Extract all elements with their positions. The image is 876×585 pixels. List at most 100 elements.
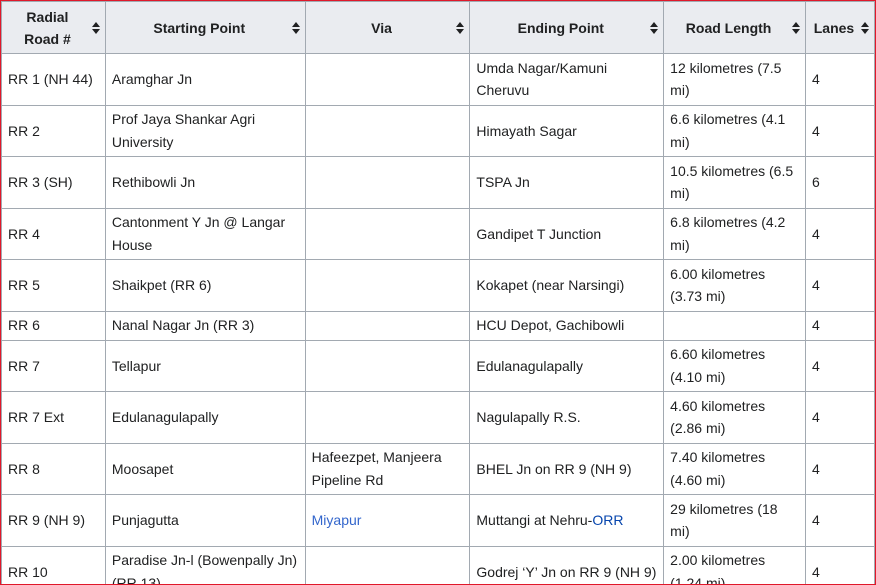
cell-end: Kokapet (near Narsingi): [469, 259, 665, 312]
cell-length: 6.60 kilometres (4.10 mi): [663, 339, 806, 392]
column-header-label: Starting Point: [153, 19, 246, 36]
cell-road: RR 9 (NH 9): [1, 494, 106, 547]
cell-start: Aramghar Jn: [104, 53, 306, 106]
cell-end: Umda Nagar/Kamuni Cheruvu: [469, 53, 665, 106]
cell-via: [304, 53, 471, 106]
cell-length: 12 kilometres (7.5 mi): [663, 53, 806, 106]
column-header-label: Lanes: [813, 19, 855, 36]
cell-end: Gandipet T Junction: [469, 207, 665, 260]
cell-lanes: 4: [804, 442, 875, 495]
header-row: Radial Road # Starting Point Via Ending …: [1, 1, 875, 54]
cell-end: Nagulapally R.S.: [469, 391, 665, 444]
column-header-starting-point[interactable]: Starting Point: [104, 1, 306, 54]
cell-end: Edulanagulapally: [469, 339, 665, 392]
sort-arrows-icon[interactable]: [791, 21, 800, 34]
cell-start: Paradise Jn-l (Bowenpally Jn) (RR 13): [104, 545, 306, 584]
cell-end: Himayath Sagar: [469, 104, 665, 157]
column-header-label: Radial: [26, 8, 69, 25]
cell-lanes: 6: [804, 156, 875, 209]
cell-length: 29 kilometres (18 mi): [663, 494, 806, 547]
cell-lanes: 4: [804, 391, 875, 444]
cell-start: Prof Jaya Shankar Agri University: [104, 104, 306, 157]
table-row: RR 7 Ext Edulanagulapally Nagulapally R.…: [1, 391, 875, 444]
orr-link[interactable]: ORR: [592, 512, 624, 528]
cell-road: RR 2: [1, 104, 106, 157]
cell-road: RR 6: [1, 310, 106, 341]
cell-start: Cantonment Y Jn @ Langar House: [104, 207, 306, 260]
cell-lanes: 4: [804, 494, 875, 547]
cell-start: Edulanagulapally: [104, 391, 306, 444]
table-row: RR 9 (NH 9) Punjagutta Miyapur Muttangi …: [1, 494, 875, 547]
cell-via: [304, 259, 471, 312]
cell-length: 7.40 kilometres (4.60 mi): [663, 442, 806, 495]
cell-via: [304, 391, 471, 444]
cell-via: [304, 310, 471, 341]
cell-via: Miyapur: [304, 494, 471, 547]
table-row: RR 10 Paradise Jn-l (Bowenpally Jn) (RR …: [1, 545, 875, 584]
cell-end: Muttangi at Nehru-ORR: [469, 494, 665, 547]
table-row: RR 1 (NH 44) Aramghar Jn Umda Nagar/Kamu…: [1, 53, 875, 106]
column-header-label: Ending Point: [517, 19, 604, 36]
cell-via: [304, 156, 471, 209]
table-row: RR 5 Shaikpet (RR 6) Kokapet (near Narsi…: [1, 259, 875, 312]
cell-length: 4.60 kilometres (2.86 mi): [663, 391, 806, 444]
column-header-label: Via: [371, 19, 392, 36]
sort-arrows-icon[interactable]: [291, 21, 300, 34]
cell-start: Shaikpet (RR 6): [104, 259, 306, 312]
cell-start: Punjagutta: [104, 494, 306, 547]
table-row: RR 8 Moosapet Hafeezpet, Manjeera Pipeli…: [1, 442, 875, 495]
table-row: RR 6 Nanal Nagar Jn (RR 3) HCU Depot, Ga…: [1, 310, 875, 341]
cell-length: 6.8 kilometres (4.2 mi): [663, 207, 806, 260]
cell-road: RR 4: [1, 207, 106, 260]
cell-lanes: 4: [804, 259, 875, 312]
cell-via: [304, 339, 471, 392]
cell-end: BHEL Jn on RR 9 (NH 9): [469, 442, 665, 495]
cell-via: [304, 104, 471, 157]
cell-end: HCU Depot, Gachibowli: [469, 310, 665, 341]
cell-start: Tellapur: [104, 339, 306, 392]
cell-lanes: 4: [804, 104, 875, 157]
cell-via: Hafeezpet, Manjeera Pipeline Rd: [304, 442, 471, 495]
sort-arrows-icon[interactable]: [456, 21, 465, 34]
table-row: RR 3 (SH) Rethibowli Jn TSPA Jn 10.5 kil…: [1, 156, 875, 209]
cell-road: RR 8: [1, 442, 106, 495]
cell-road: RR 10: [1, 545, 106, 584]
cell-end: Godrej ‘Y’ Jn on RR 9 (NH 9): [469, 545, 665, 584]
cell-start: Moosapet: [104, 442, 306, 495]
table-row: RR 4 Cantonment Y Jn @ Langar House Gand…: [1, 207, 875, 260]
cell-road: RR 7: [1, 339, 106, 392]
cell-lanes: 4: [804, 339, 875, 392]
cell-length: [663, 310, 806, 341]
sort-arrows-icon[interactable]: [91, 21, 100, 34]
cell-via: [304, 545, 471, 584]
sort-arrows-icon[interactable]: [650, 21, 659, 34]
cell-road: RR 3 (SH): [1, 156, 106, 209]
cell-lanes: 4: [804, 207, 875, 260]
cell-lanes: 4: [804, 545, 875, 584]
column-header-label: Road #: [24, 30, 71, 47]
column-header-ending-point[interactable]: Ending Point: [469, 1, 665, 54]
sort-arrows-icon[interactable]: [861, 21, 869, 34]
cell-lanes: 4: [804, 53, 875, 106]
cell-start: Rethibowli Jn: [104, 156, 306, 209]
column-header-radial-road[interactable]: Radial Road #: [1, 1, 106, 54]
cell-road: RR 7 Ext: [1, 391, 106, 444]
table-row: RR 7 Tellapur Edulanagulapally 6.60 kilo…: [1, 339, 875, 392]
cell-length: 6.6 kilometres (4.1 mi): [663, 104, 806, 157]
cell-end: TSPA Jn: [469, 156, 665, 209]
cell-via: [304, 207, 471, 260]
cell-end-text: Muttangi at Nehru-: [476, 512, 593, 528]
miyapur-link[interactable]: Miyapur: [311, 512, 362, 528]
table-row: RR 2 Prof Jaya Shankar Agri University H…: [1, 104, 875, 157]
cell-lanes: 4: [804, 310, 875, 341]
column-header-road-length[interactable]: Road Length: [663, 1, 806, 54]
cell-length: 10.5 kilometres (6.5 mi): [663, 156, 806, 209]
cell-length: 2.00 kilometres (1.24 mi): [663, 545, 806, 584]
column-header-via[interactable]: Via: [304, 1, 471, 54]
cell-length: 6.00 kilometres (3.73 mi): [663, 259, 806, 312]
cell-road: RR 1 (NH 44): [1, 53, 106, 106]
cell-start: Nanal Nagar Jn (RR 3): [104, 310, 306, 341]
column-header-lanes[interactable]: Lanes: [804, 1, 875, 54]
